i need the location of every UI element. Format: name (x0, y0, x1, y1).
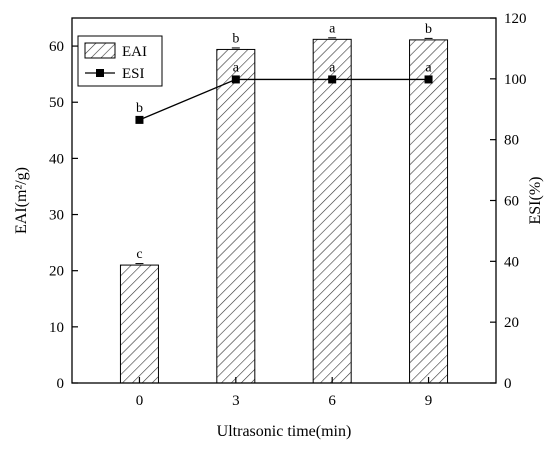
x-axis-tick-label: 6 (328, 393, 336, 409)
esi-line (139, 78, 429, 121)
right-axis-tick-label: 0 (504, 376, 512, 392)
right-axis-tick-label: 20 (504, 315, 519, 331)
x-axis-tick-label: 9 (425, 393, 433, 409)
eai-significance-label: b (232, 31, 239, 46)
legend: EAI ESI (77, 35, 163, 87)
legend-eai-swatch (84, 42, 116, 59)
right-axis-tick-label: 100 (504, 72, 527, 88)
left-axis-tick-label: 60 (49, 39, 64, 55)
eai-bar (216, 48, 256, 384)
esi-point (231, 75, 240, 84)
eai-bar (312, 38, 352, 384)
esi-significance-label: a (233, 60, 240, 75)
eai-bar (409, 39, 449, 384)
left-axis-tick-label: 0 (57, 376, 65, 392)
left-axis-tick-label: 50 (49, 95, 64, 111)
legend-esi-label: ESI (122, 66, 145, 82)
esi-significance-label: b (136, 101, 143, 116)
eai-bars: cba b (119, 21, 449, 384)
right-axis-tick-label: 60 (504, 194, 519, 210)
esi-significance-label: a (329, 60, 336, 75)
left-axis-tick-label: 10 (49, 320, 64, 336)
eai-significance-label: c (136, 247, 142, 262)
left-axis-title: EAI(m²/g) (13, 167, 30, 234)
x-axis-tick-label: 0 (136, 393, 144, 409)
eai-significance-label: b (425, 22, 432, 37)
left-axis-tick-label: 20 (49, 264, 64, 280)
x-axis-title: Ultrasonic time(min) (217, 423, 352, 440)
eai-significance-label: a (329, 21, 336, 36)
eai-bar (119, 264, 159, 384)
right-axis-title: ESI(%) (527, 177, 544, 225)
right-axis-tick-label: 80 (504, 133, 519, 149)
esi-significance-label: a (425, 60, 432, 75)
left-axis: 0 10 20 30 40 50 60 (49, 39, 78, 392)
esi-point (328, 75, 337, 84)
right-axis: 0 20 40 60 80 100 120 (490, 11, 527, 392)
esi-point (424, 75, 433, 84)
legend-eai-label: EAI (122, 44, 147, 60)
right-axis-tick-label: 40 (504, 254, 519, 270)
esi-line-series: b a a a (135, 60, 433, 124)
legend-esi-marker (96, 69, 104, 77)
esi-point (135, 115, 144, 124)
x-axis: 0 3 6 9 (136, 377, 433, 409)
left-axis-tick-label: 40 (49, 151, 64, 167)
left-axis-tick-label: 30 (49, 208, 64, 224)
x-axis-tick-label: 3 (232, 393, 240, 409)
right-axis-tick-label: 120 (504, 11, 527, 27)
